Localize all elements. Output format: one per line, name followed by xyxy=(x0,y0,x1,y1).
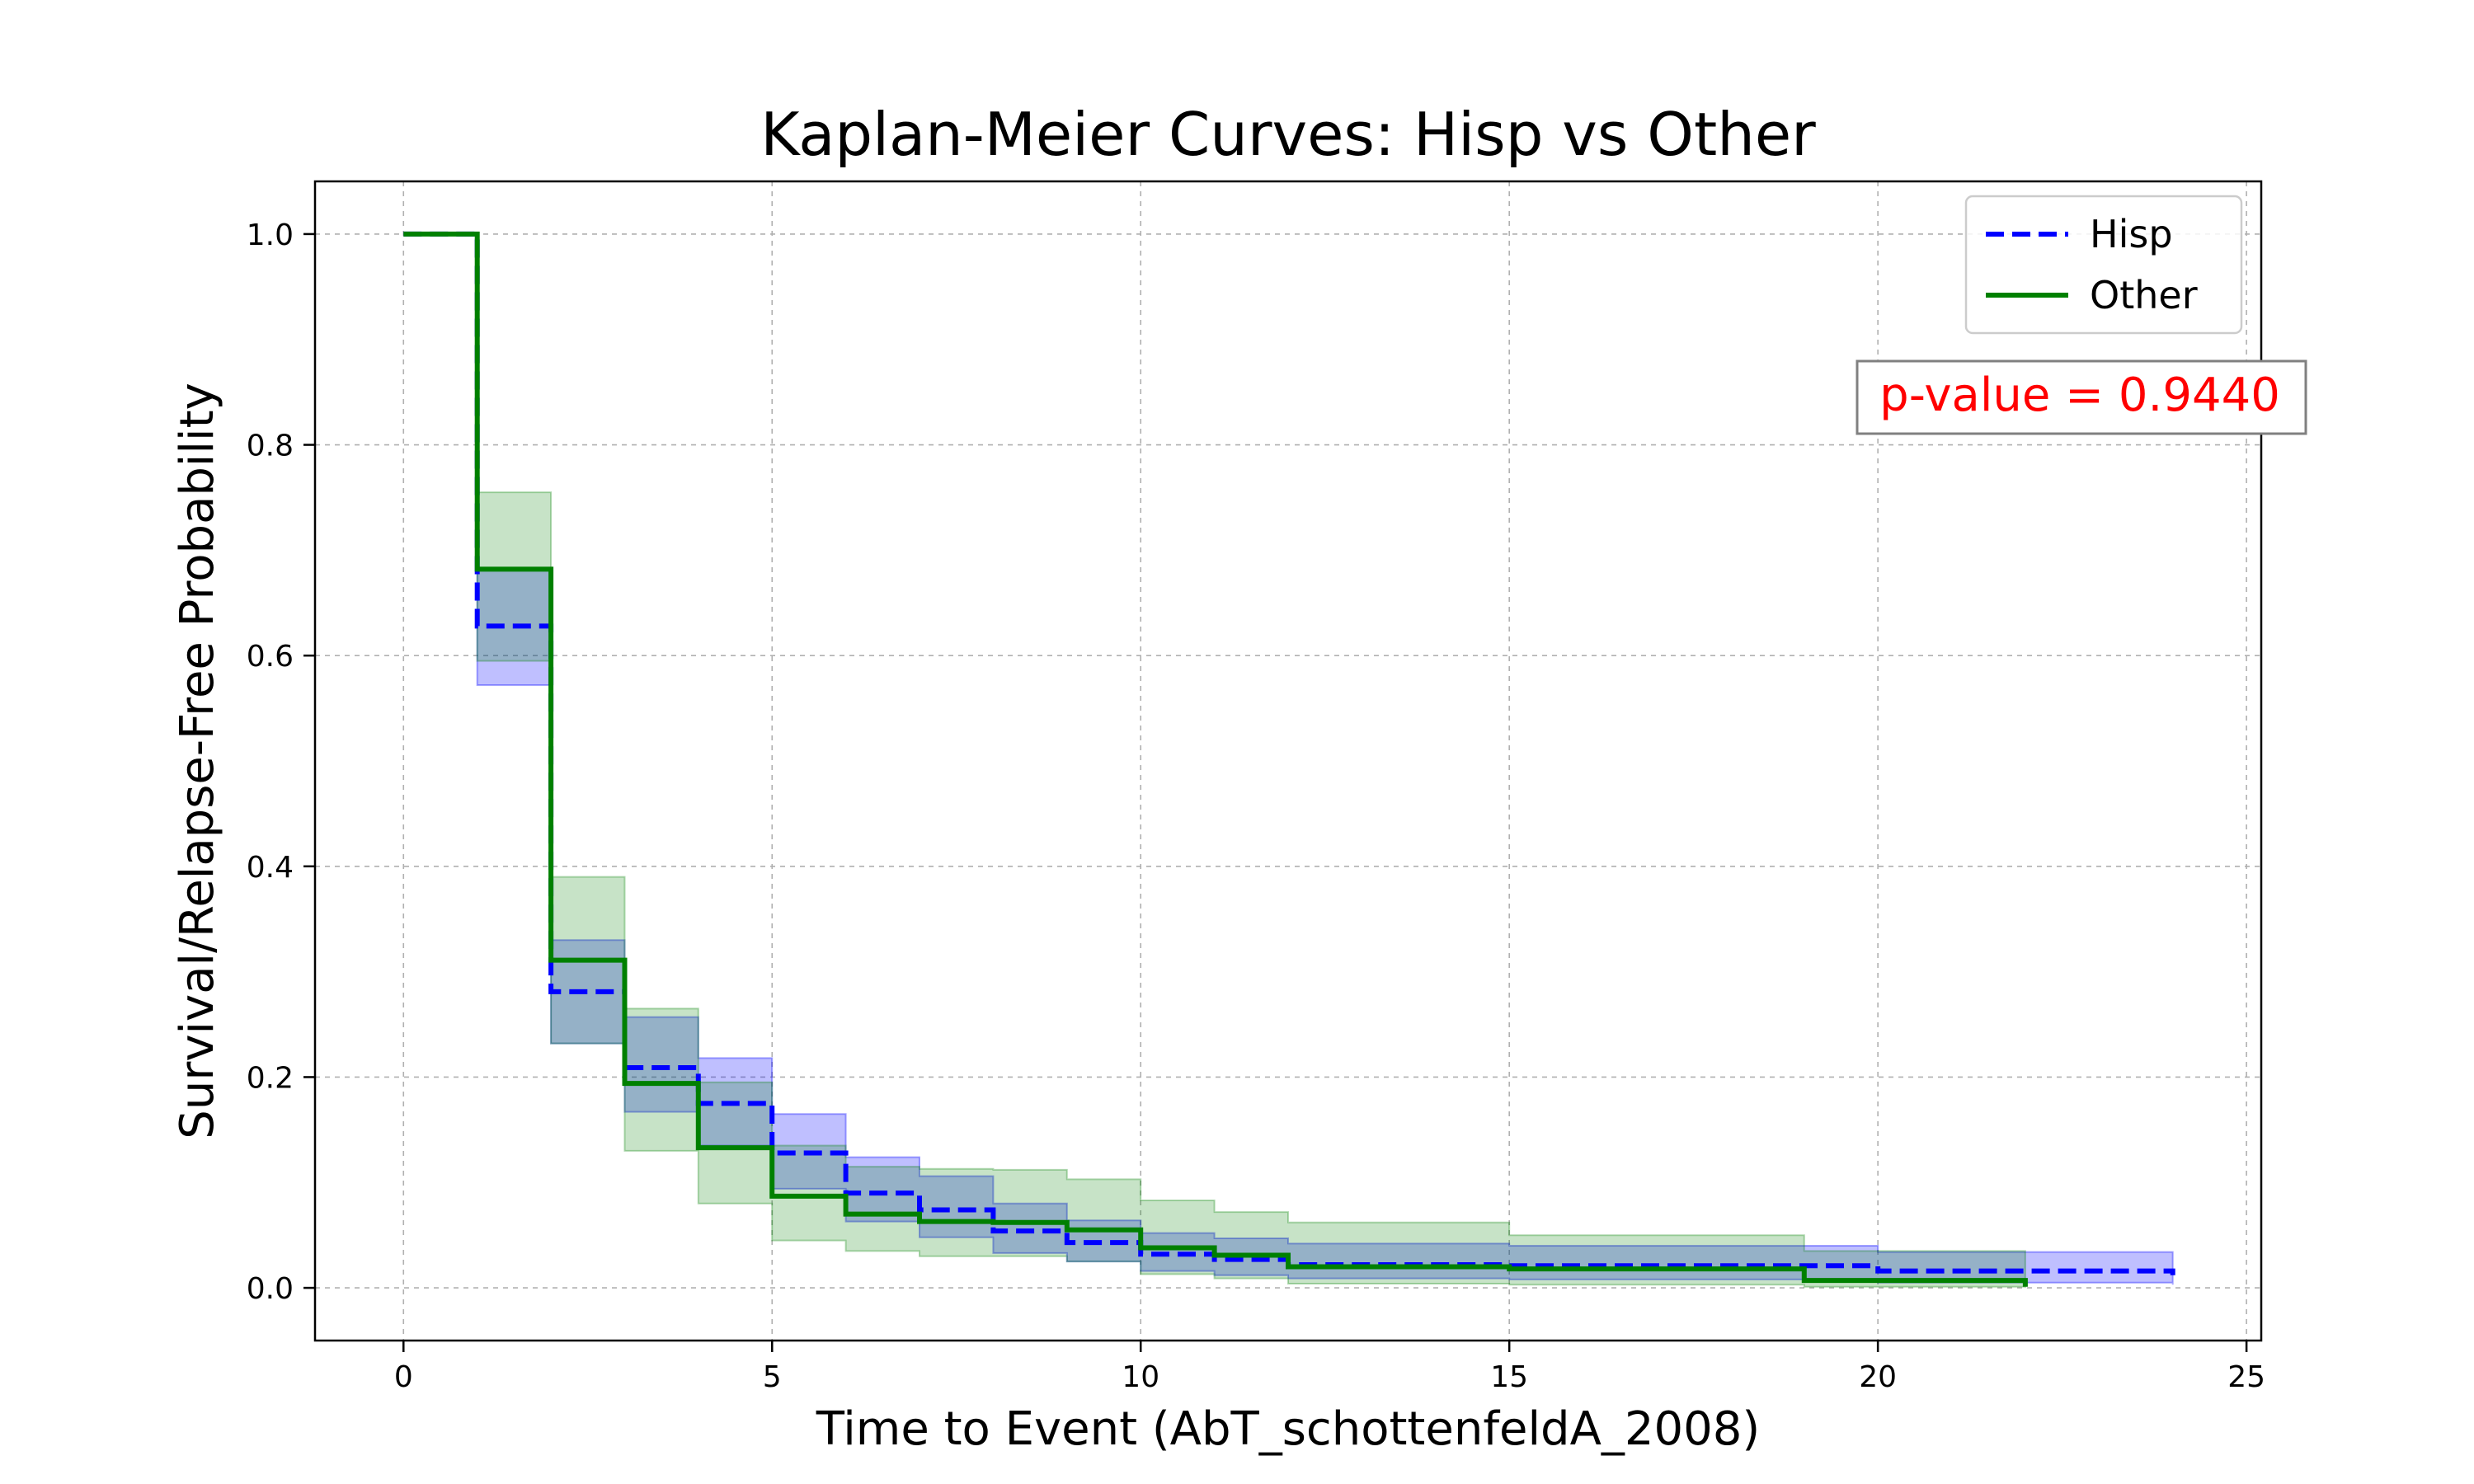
x-tick-label: 25 xyxy=(2227,1360,2265,1394)
y-tick-label: 0.6 xyxy=(247,640,294,674)
x-axis-label: Time to Event (AbT_schottenfeldA_2008) xyxy=(816,1402,1761,1456)
x-tick-label: 20 xyxy=(1859,1360,1897,1394)
x-tick-label: 0 xyxy=(394,1360,413,1394)
series-line-other xyxy=(403,231,2028,1287)
x-tick-label: 15 xyxy=(1490,1360,1528,1394)
y-tick-label: 0.2 xyxy=(247,1061,294,1095)
survival-curves xyxy=(403,231,2175,1287)
legend-label: Hisp xyxy=(2090,212,2173,256)
y-tick-label: 0.4 xyxy=(247,851,294,885)
axis-ticks: 0 5 10 15 20 25 0.0 0.2 0.4 0.6 0.8 1.0 xyxy=(247,218,2265,1394)
legend: Hisp Other xyxy=(1964,195,2243,335)
y-tick-label: 1.0 xyxy=(247,218,294,252)
ci-band-other xyxy=(403,232,2026,1289)
grid-lines xyxy=(315,181,2261,1341)
x-tick-label: 10 xyxy=(1122,1360,1159,1394)
p-value-box xyxy=(1856,359,2307,435)
y-axis-label: Survival/Relapse-Free Probability xyxy=(171,383,224,1139)
legend-box xyxy=(1964,195,2243,335)
y-tick-label: 0.8 xyxy=(247,430,294,463)
chart-title: Kaplan-Meier Curves: Hisp vs Other xyxy=(760,100,1816,169)
x-tick-label: 5 xyxy=(763,1360,782,1394)
p-value-annotation: p-value = 0.9440 xyxy=(1856,359,2307,435)
p-value-text: p-value = 0.9440 xyxy=(1879,369,2280,422)
y-tick-label: 0.0 xyxy=(247,1272,294,1306)
plot-frame xyxy=(313,180,2263,1342)
legend-label: Other xyxy=(2090,273,2198,317)
